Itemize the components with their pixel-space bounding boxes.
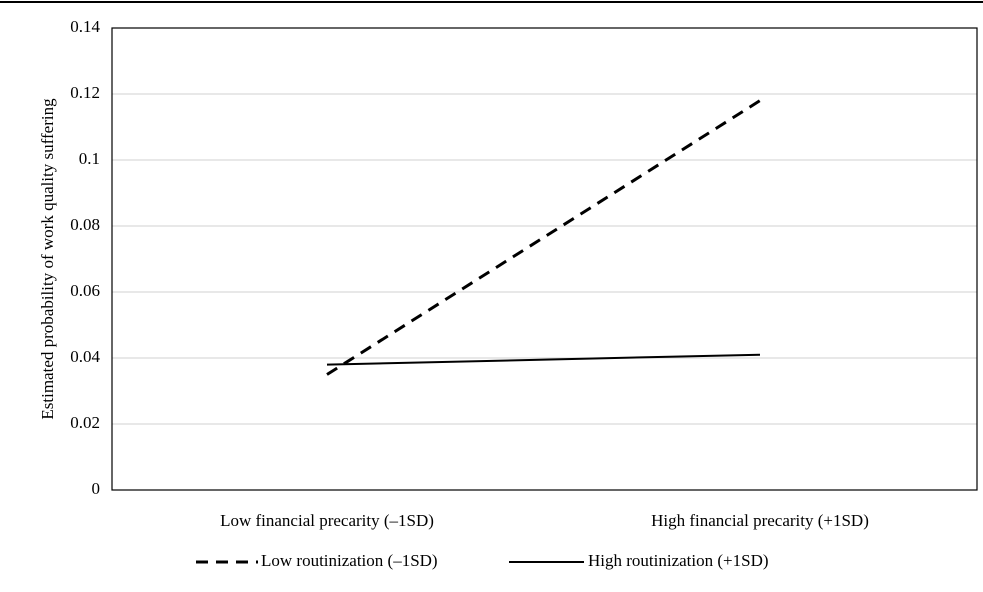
y-tick-label: 0.1 <box>79 149 100 168</box>
y-tick-label: 0.06 <box>70 281 100 300</box>
y-axis-label: Estimated probability of work quality su… <box>38 98 57 420</box>
y-tick-label: 0.08 <box>70 215 100 234</box>
y-tick-label: 0 <box>92 479 101 498</box>
series-line <box>326 353 761 366</box>
x-tick-label: High financial precarity (+1SD) <box>651 511 869 530</box>
grid-lines <box>112 93 977 425</box>
y-tick-label: 0.12 <box>70 83 100 102</box>
y-tick-label: 0.02 <box>70 413 100 432</box>
x-axis-ticks: Low financial precarity (–1SD) High finan… <box>220 511 869 530</box>
y-axis-ticks: 0 0.02 0.04 0.06 0.08 0.1 0.12 0.14 <box>70 17 100 498</box>
y-tick-label: 0.04 <box>70 347 100 366</box>
legend: Low routinization (–1SD) High routinizati… <box>196 551 769 570</box>
y-tick-label: 0.14 <box>70 17 100 36</box>
legend-label: Low routinization (–1SD) <box>261 551 438 570</box>
series-line <box>326 99 761 376</box>
series-lines <box>326 99 761 376</box>
plot-area-frame <box>111 27 978 491</box>
legend-label: High routinization (+1SD) <box>588 551 769 570</box>
x-tick-label: Low financial precarity (–1SD) <box>220 511 434 530</box>
